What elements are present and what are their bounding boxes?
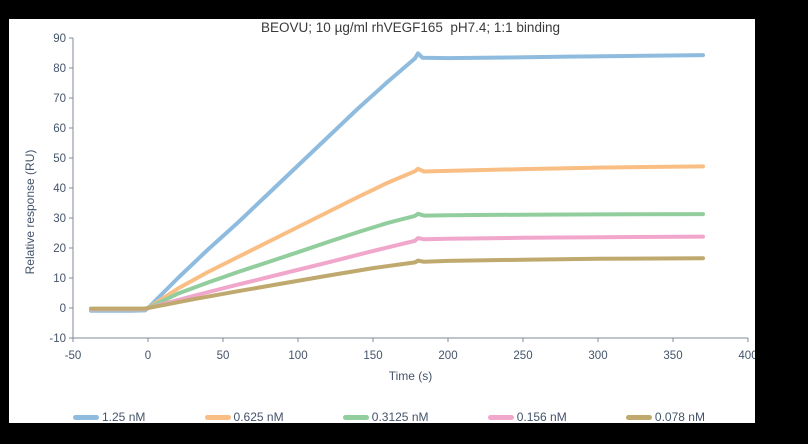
y-tick-label: 10 xyxy=(53,273,66,285)
y-tick-label: 80 xyxy=(53,63,66,75)
x-tick-label: 250 xyxy=(513,350,532,362)
legend-swatch-icon xyxy=(625,414,652,420)
legend-label: 1.25 nM xyxy=(102,410,146,424)
legend-label: 0.625 nM xyxy=(233,410,284,424)
x-tick-label: 350 xyxy=(663,350,682,362)
series-line-0.625nM xyxy=(89,164,705,312)
series-line-1.25nM xyxy=(89,51,705,313)
y-axis-title: Relative response (RU) xyxy=(23,149,37,275)
legend-item-0.3125nM: 0.3125 nM xyxy=(342,409,429,425)
series-line-0.078nM xyxy=(89,256,705,311)
x-tick-label: 100 xyxy=(288,350,307,362)
legend-item-0.078nM: 0.078 nM xyxy=(625,409,705,425)
legend-label: 0.078 nM xyxy=(654,410,705,424)
x-tick-label: 0 xyxy=(145,350,151,362)
y-tick-label: -10 xyxy=(49,333,66,345)
y-tick-label: 70 xyxy=(53,93,66,105)
x-tick-label: 300 xyxy=(588,350,607,362)
legend-swatch-icon xyxy=(204,414,231,420)
x-tick-label: 400 xyxy=(738,350,755,362)
x-tick-label: 150 xyxy=(363,350,382,362)
legend-item-0.156nM: 0.156 nM xyxy=(487,409,567,425)
chart-legend: 1.25 nM 0.625 nM 0.3125 nM 0.156 nM 0.078 nM xyxy=(73,409,705,425)
legend-swatch-icon xyxy=(342,414,369,420)
x-tick-label: 50 xyxy=(217,350,230,362)
y-tick-label: 50 xyxy=(53,153,66,165)
legend-swatch-icon xyxy=(487,414,514,420)
legend-swatch-icon xyxy=(73,414,99,420)
y-tick-label: 30 xyxy=(53,213,66,225)
series-line-0.3125nM xyxy=(89,211,705,311)
legend-item-0.625nM: 0.625 nM xyxy=(204,409,284,425)
chart-title: BEOVU; 10 µg/ml rhVEGF165 pH7.4; 1:1 bin… xyxy=(261,20,560,35)
y-tick-label: 20 xyxy=(53,243,66,255)
x-tick-label: -50 xyxy=(65,350,82,362)
legend-label: 0.156 nM xyxy=(516,410,567,424)
x-tick-label: 200 xyxy=(438,350,457,362)
y-tick-label: 0 xyxy=(60,303,66,315)
chart-panel: BEOVU; 10 µg/ml rhVEGF165 pH7.4; 1:1 bin… xyxy=(9,19,755,425)
y-tick-label: 90 xyxy=(53,33,66,45)
chart-canvas: -10 0 10 20 30 40 50 60 70 80 90 -50 0 50 100 150 200 250… xyxy=(49,33,755,362)
legend-item-1.25nM: 1.25 nM xyxy=(73,409,145,425)
y-tick-label: 40 xyxy=(53,183,66,195)
x-axis-title: Time (s) xyxy=(388,369,433,383)
legend-label: 0.3125 nM xyxy=(371,410,429,424)
y-tick-label: 60 xyxy=(53,123,66,135)
